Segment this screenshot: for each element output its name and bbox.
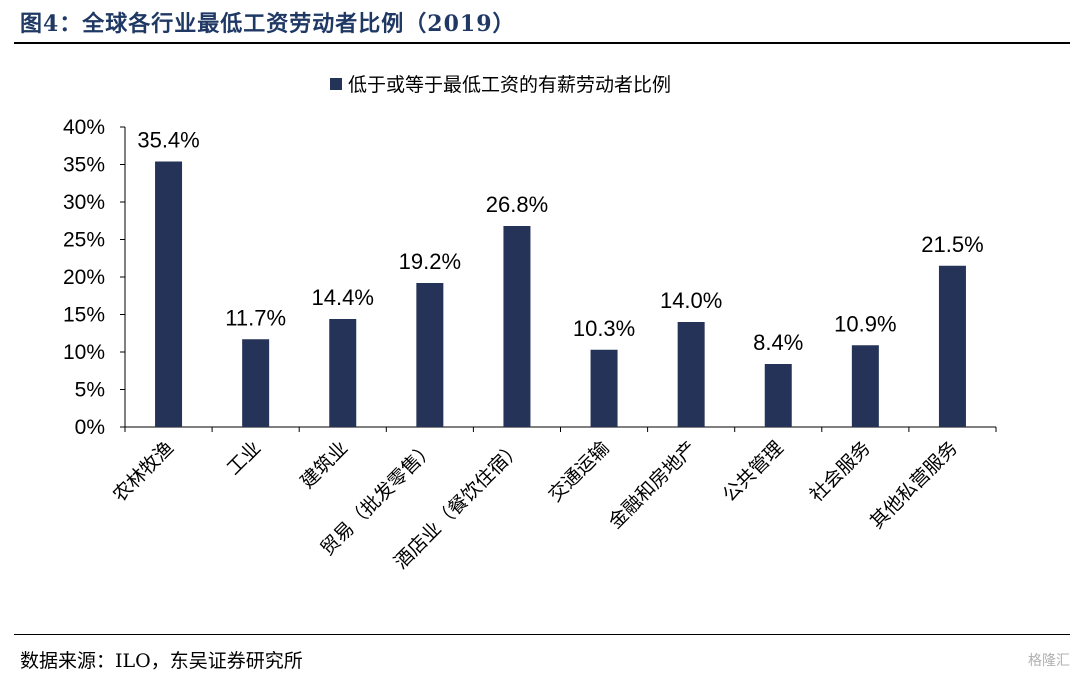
category-label: 公共管理 — [718, 437, 787, 506]
bar — [677, 322, 705, 427]
figure-title: 图4：全球各行业最低工资劳动者比例（2019） — [20, 11, 516, 37]
data-label: 14.4% — [312, 285, 374, 310]
y-tick-label: 0% — [75, 416, 105, 439]
bars — [155, 161, 966, 427]
bottom-rule — [14, 634, 1070, 635]
bar — [590, 349, 618, 427]
data-labels: 35.4% 11.7% 14.4% 19.2% 26.8% 10.3% 14.0% 8.4% 1… — [137, 128, 983, 356]
y-tick-label: 20% — [63, 266, 105, 289]
category-label: 建筑业 — [296, 437, 352, 493]
data-label: 19.2% — [399, 249, 461, 274]
y-tick-label: 30% — [63, 191, 105, 214]
y-tick-label: 25% — [63, 229, 105, 252]
bar — [329, 319, 357, 427]
source-note: 数据来源：ILO，东吴证券研究所 — [20, 650, 303, 672]
bar — [416, 283, 444, 427]
category-label: 工业 — [223, 437, 265, 479]
y-tick-label: 5% — [75, 379, 105, 402]
data-label: 21.5% — [921, 232, 983, 257]
y-tick-label: 40% — [63, 116, 105, 139]
data-label: 10.3% — [573, 316, 635, 341]
watermark: 格隆汇 — [1028, 653, 1070, 669]
category-label: 金融和房地产 — [605, 437, 701, 533]
bar — [155, 161, 183, 427]
top-rule — [14, 42, 1070, 44]
bar — [503, 226, 531, 427]
data-label: 11.7% — [225, 305, 286, 330]
legend-label: 低于或等于最低工资的有薪劳动者比例 — [348, 74, 671, 96]
category-label: 其他私营服务 — [866, 437, 962, 533]
legend: 低于或等于最低工资的有薪劳动者比例 — [330, 74, 671, 96]
legend-swatch — [330, 78, 342, 90]
data-label: 8.4% — [753, 330, 803, 355]
category-label: 交通运输 — [544, 437, 613, 506]
category-label: 农林牧渔 — [109, 437, 178, 506]
data-label: 10.9% — [834, 311, 896, 336]
data-label: 35.4% — [137, 128, 199, 153]
data-label: 26.8% — [486, 192, 548, 217]
bar — [764, 364, 792, 427]
bar — [242, 339, 270, 427]
data-label: 14.0% — [660, 288, 722, 313]
bar — [851, 345, 879, 427]
y-tick-label: 15% — [63, 304, 105, 327]
x-axis — [124, 426, 997, 432]
y-tick-label: 35% — [63, 154, 105, 177]
category-label: 社会服务 — [806, 437, 875, 506]
bar-chart: 低于或等于最低工资的有薪劳动者比例 0% 5% 10% 15% 20% 25% 30% 35%… — [63, 74, 997, 573]
y-axis: 0% 5% 10% 15% 20% 25% 30% 35% 40% — [63, 116, 126, 439]
bar — [938, 265, 966, 427]
y-tick-label: 10% — [63, 341, 105, 364]
